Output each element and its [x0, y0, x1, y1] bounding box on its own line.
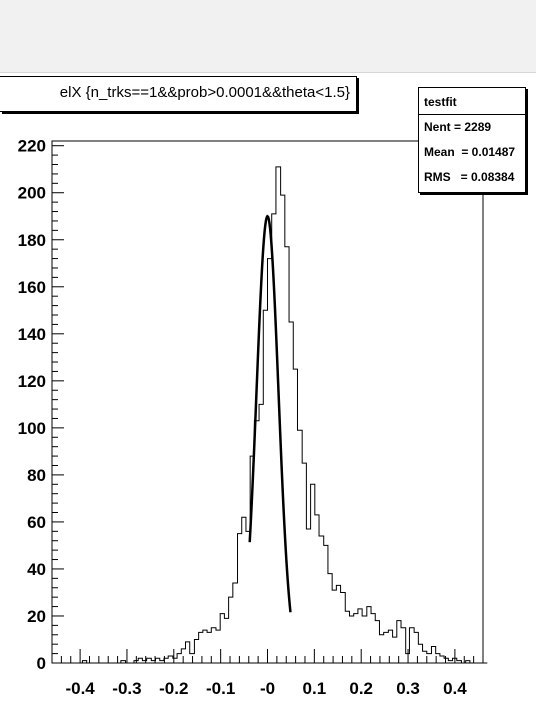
stats-entries: Nent = 2289: [424, 120, 492, 134]
x-tick-label: -0.2: [159, 679, 188, 698]
x-tick-label: 0.3: [396, 679, 420, 698]
y-tick-label: 140: [18, 325, 46, 344]
axis-tick-labels: 0 20 40 60 80 100 120 140 160 180 200 220 -0.4 -0.3 -0…: [18, 137, 468, 698]
y-tick-label: 160: [18, 278, 46, 297]
y-tick-label: 60: [27, 513, 46, 532]
y-tick-label: 120: [18, 372, 46, 391]
stats-name: testfit: [424, 95, 457, 109]
gaussian-fit-curve: [248, 214, 292, 613]
x-tick-label: -0.3: [112, 679, 141, 698]
y-tick-label: 200: [18, 184, 46, 203]
x-tick-label: 0.2: [349, 679, 373, 698]
x-tick-label: -0.1: [206, 679, 235, 698]
histogram-outline: [52, 166, 488, 664]
x-tick-label: 0.1: [303, 679, 327, 698]
stats-rms: RMS = 0.08384: [424, 170, 515, 184]
y-tick-label: 220: [18, 137, 46, 156]
histogram-title: elX {n_trks==1&&prob>0.0001&&theta<1.5}: [59, 84, 350, 101]
x-tick-label: -0: [260, 679, 275, 698]
y-tick-label: 40: [27, 560, 46, 579]
x-tick-label: 0.4: [443, 679, 467, 698]
y-tick-label: 20: [27, 607, 46, 626]
title-box: elX {n_trks==1&&prob>0.0001&&theta<1.5}: [0, 76, 357, 112]
y-tick-label: 80: [27, 466, 46, 485]
x-tick-label: -0.4: [65, 679, 95, 698]
stats-separator: [419, 114, 525, 115]
y-tick-label: 100: [18, 419, 46, 438]
y-tick-label: 180: [18, 231, 46, 250]
plot-frame: [51, 140, 484, 664]
top-band: [0, 0, 536, 73]
stats-mean: Mean = 0.01487: [424, 145, 516, 159]
stats-box: testfit Nent = 2289 Mean = 0.01487 RMS =…: [418, 87, 526, 193]
y-tick-label: 0: [37, 654, 46, 673]
